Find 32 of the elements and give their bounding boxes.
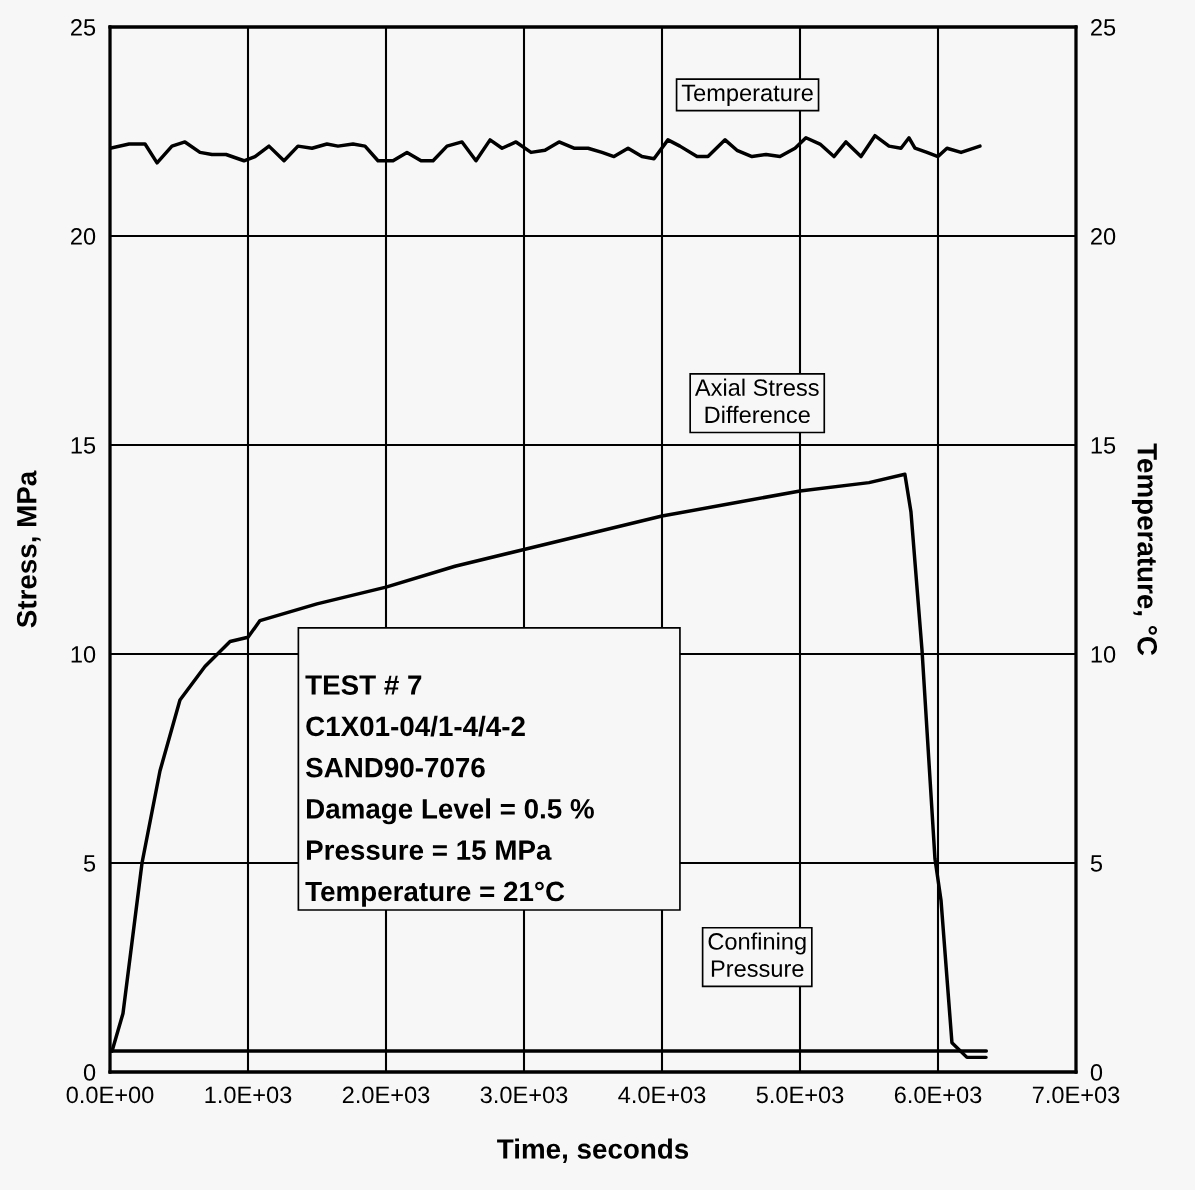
x-axis-title: Time, seconds [497, 1138, 689, 1163]
annotation: Damage Level = 0.5 % [306, 798, 594, 825]
y2-tick-label: 25 [1091, 19, 1116, 36]
y2-axis-title: Temperature, °C [1131, 443, 1158, 656]
x-tick-label: 1.0E+03 [205, 1086, 292, 1104]
annotation: Temperature = 21°C [305, 881, 565, 907]
annotation: SAND90-7076 [305, 757, 485, 778]
y-tick-label: 15 [71, 437, 96, 454]
text: Confining Pressure [708, 932, 806, 977]
annotation: TEST # 7 [305, 675, 422, 695]
y-tick-label: 0 [83, 1064, 96, 1081]
y-tick-label: 25 [71, 19, 96, 36]
x-tick-label: 6.0E+03 [894, 1086, 982, 1104]
y2-tick-label: 20 [1091, 228, 1116, 245]
x-tick-label: 2.0E+03 [342, 1086, 430, 1104]
x-tick-label: 0.0E+00 [66, 1086, 154, 1104]
annotation: Pressure = 15 MPa [306, 840, 552, 861]
y2-tick-label: 0 [1090, 1064, 1103, 1081]
annotation: C1X01-04/1-4/4-2 [306, 715, 525, 737]
x-tick-label: 3.0E+03 [480, 1086, 568, 1104]
y-axis-title: Stress, MPa [16, 470, 41, 628]
y2-tick-label: 15 [1091, 437, 1116, 454]
y2-tick-label: 10 [1091, 646, 1116, 663]
y2-tick-label: 5 [1090, 855, 1103, 872]
y-tick-label: 5 [83, 855, 96, 872]
x-tick-label: 7.0E+03 [1032, 1086, 1120, 1104]
x-tick-label: 4.0E+03 [618, 1086, 706, 1104]
series-label: Temperature [681, 84, 813, 106]
y-tick-label: 10 [71, 646, 96, 663]
text: Axial Stress Difference [694, 378, 819, 424]
y-tick-label: 20 [71, 228, 96, 245]
x-tick-label: 5.0E+03 [756, 1086, 844, 1104]
